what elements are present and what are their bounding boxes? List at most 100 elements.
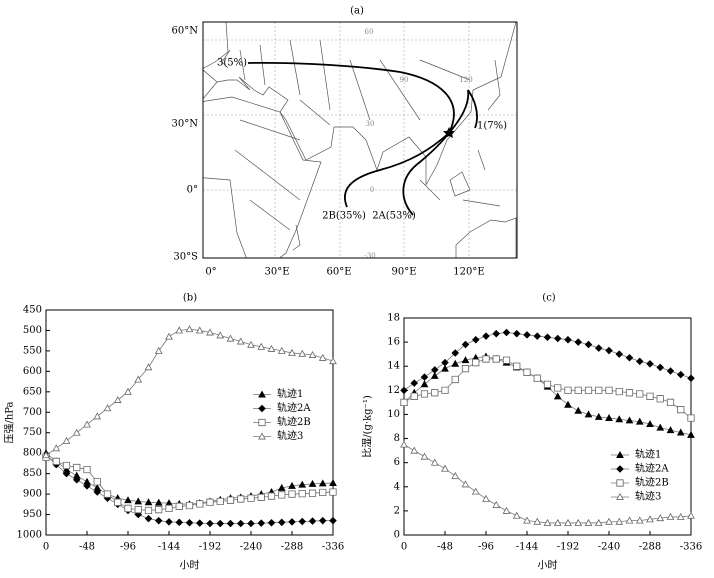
series-marker [420, 380, 429, 388]
y-axis-label: 比湿/(g·kg⁻¹) [362, 395, 374, 458]
series-marker [564, 518, 572, 526]
series-marker [635, 516, 644, 524]
series-marker [646, 420, 654, 428]
series-marker [93, 412, 102, 420]
series-marker [564, 386, 572, 394]
series-marker [226, 519, 235, 528]
series-marker [523, 516, 531, 524]
series-marker [288, 348, 296, 356]
series-marker [656, 423, 665, 431]
series-marker [155, 506, 163, 514]
map: (a) 60 90 120 30 0 [172, 6, 518, 278]
series-marker [236, 519, 245, 528]
y-tick-label: 550 [23, 345, 42, 356]
series-marker [206, 498, 214, 506]
series-marker [676, 370, 685, 379]
series-marker [594, 412, 603, 420]
series-marker [410, 379, 419, 387]
series-marker [83, 482, 91, 490]
y-tick-label: 16 [387, 337, 400, 348]
series-marker [574, 518, 583, 526]
series-marker [523, 331, 531, 339]
series-marker [216, 331, 225, 339]
lat-label: 30°S [173, 252, 198, 263]
series-marker [666, 367, 675, 375]
series-marker [574, 386, 582, 394]
series-marker [62, 469, 71, 478]
plot-frame [45, 309, 334, 536]
series-marker [114, 498, 122, 506]
series-marker [175, 518, 184, 527]
grid-label: 60 [365, 28, 374, 36]
series-marker [584, 410, 593, 418]
series-marker [543, 333, 552, 342]
series-marker [636, 390, 644, 398]
legend-marker [616, 479, 624, 487]
series-marker [543, 380, 552, 388]
series-marker [124, 387, 132, 395]
chart-title: (b) [183, 293, 197, 304]
y-tick-label: 8 [394, 433, 400, 444]
series-marker [646, 392, 654, 400]
islands [221, 49, 501, 251]
series-marker [574, 338, 583, 346]
africa [203, 96, 322, 258]
series-marker [247, 519, 255, 528]
series-marker [512, 329, 521, 338]
series-marker [523, 368, 531, 376]
series-marker [206, 519, 214, 528]
series-marker [134, 506, 142, 514]
series-marker [451, 359, 460, 367]
series-marker [257, 493, 265, 501]
series-marker [676, 512, 685, 520]
series-marker [492, 355, 500, 363]
series-marker [502, 356, 511, 364]
chart: (b) 小时 压强/hPa 0 -48 -96 -144 -192 -240 -288 -336 45… [4, 293, 345, 572]
x-tick-label: -192 [557, 542, 579, 553]
series-marker [564, 335, 572, 344]
europe-borders [234, 39, 471, 231]
series-marker [451, 471, 460, 479]
series-marker [482, 355, 490, 363]
trajectory-label: 3(5%) [217, 58, 247, 69]
australia [455, 217, 517, 258]
series-marker [666, 426, 675, 434]
series-marker [52, 457, 60, 465]
series-marker [553, 392, 562, 400]
series-marker [72, 428, 81, 436]
series-marker [400, 386, 408, 395]
x-tick-label: -48 [79, 542, 95, 553]
grid-label: 30 [366, 120, 375, 128]
map-title: (a) [350, 6, 364, 17]
trajectory-2a [402, 132, 450, 216]
series-marker [625, 354, 634, 362]
series-marker [461, 480, 470, 488]
series-marker [513, 362, 521, 370]
series-marker [625, 416, 634, 424]
series-marker [144, 363, 153, 371]
series-marker [471, 487, 480, 495]
legend-marker [258, 404, 266, 413]
map-body: 60 90 120 30 0 -30 3(5%) 1(7%) 2B(35%) 2… [203, 22, 517, 258]
series-marker [196, 500, 204, 508]
series-marker [73, 463, 81, 472]
series-marker [93, 478, 101, 486]
series-marker [83, 465, 91, 474]
series-marker [646, 360, 654, 368]
series-marker [584, 518, 593, 526]
series-marker [400, 440, 408, 448]
series-marker [288, 490, 296, 498]
lat-label: 60°N [172, 26, 199, 37]
legend-label: 轨迹2B [635, 476, 669, 489]
series-marker [308, 517, 317, 525]
series-marker [502, 506, 511, 514]
series-marker [533, 332, 542, 340]
series-marker [175, 326, 184, 334]
series-marker [441, 386, 449, 394]
y-tick-label: 6 [394, 457, 400, 468]
series-marker [615, 387, 623, 396]
series-marker [594, 344, 603, 352]
series-marker [257, 519, 266, 527]
y-tick-label: 950 [23, 509, 42, 520]
